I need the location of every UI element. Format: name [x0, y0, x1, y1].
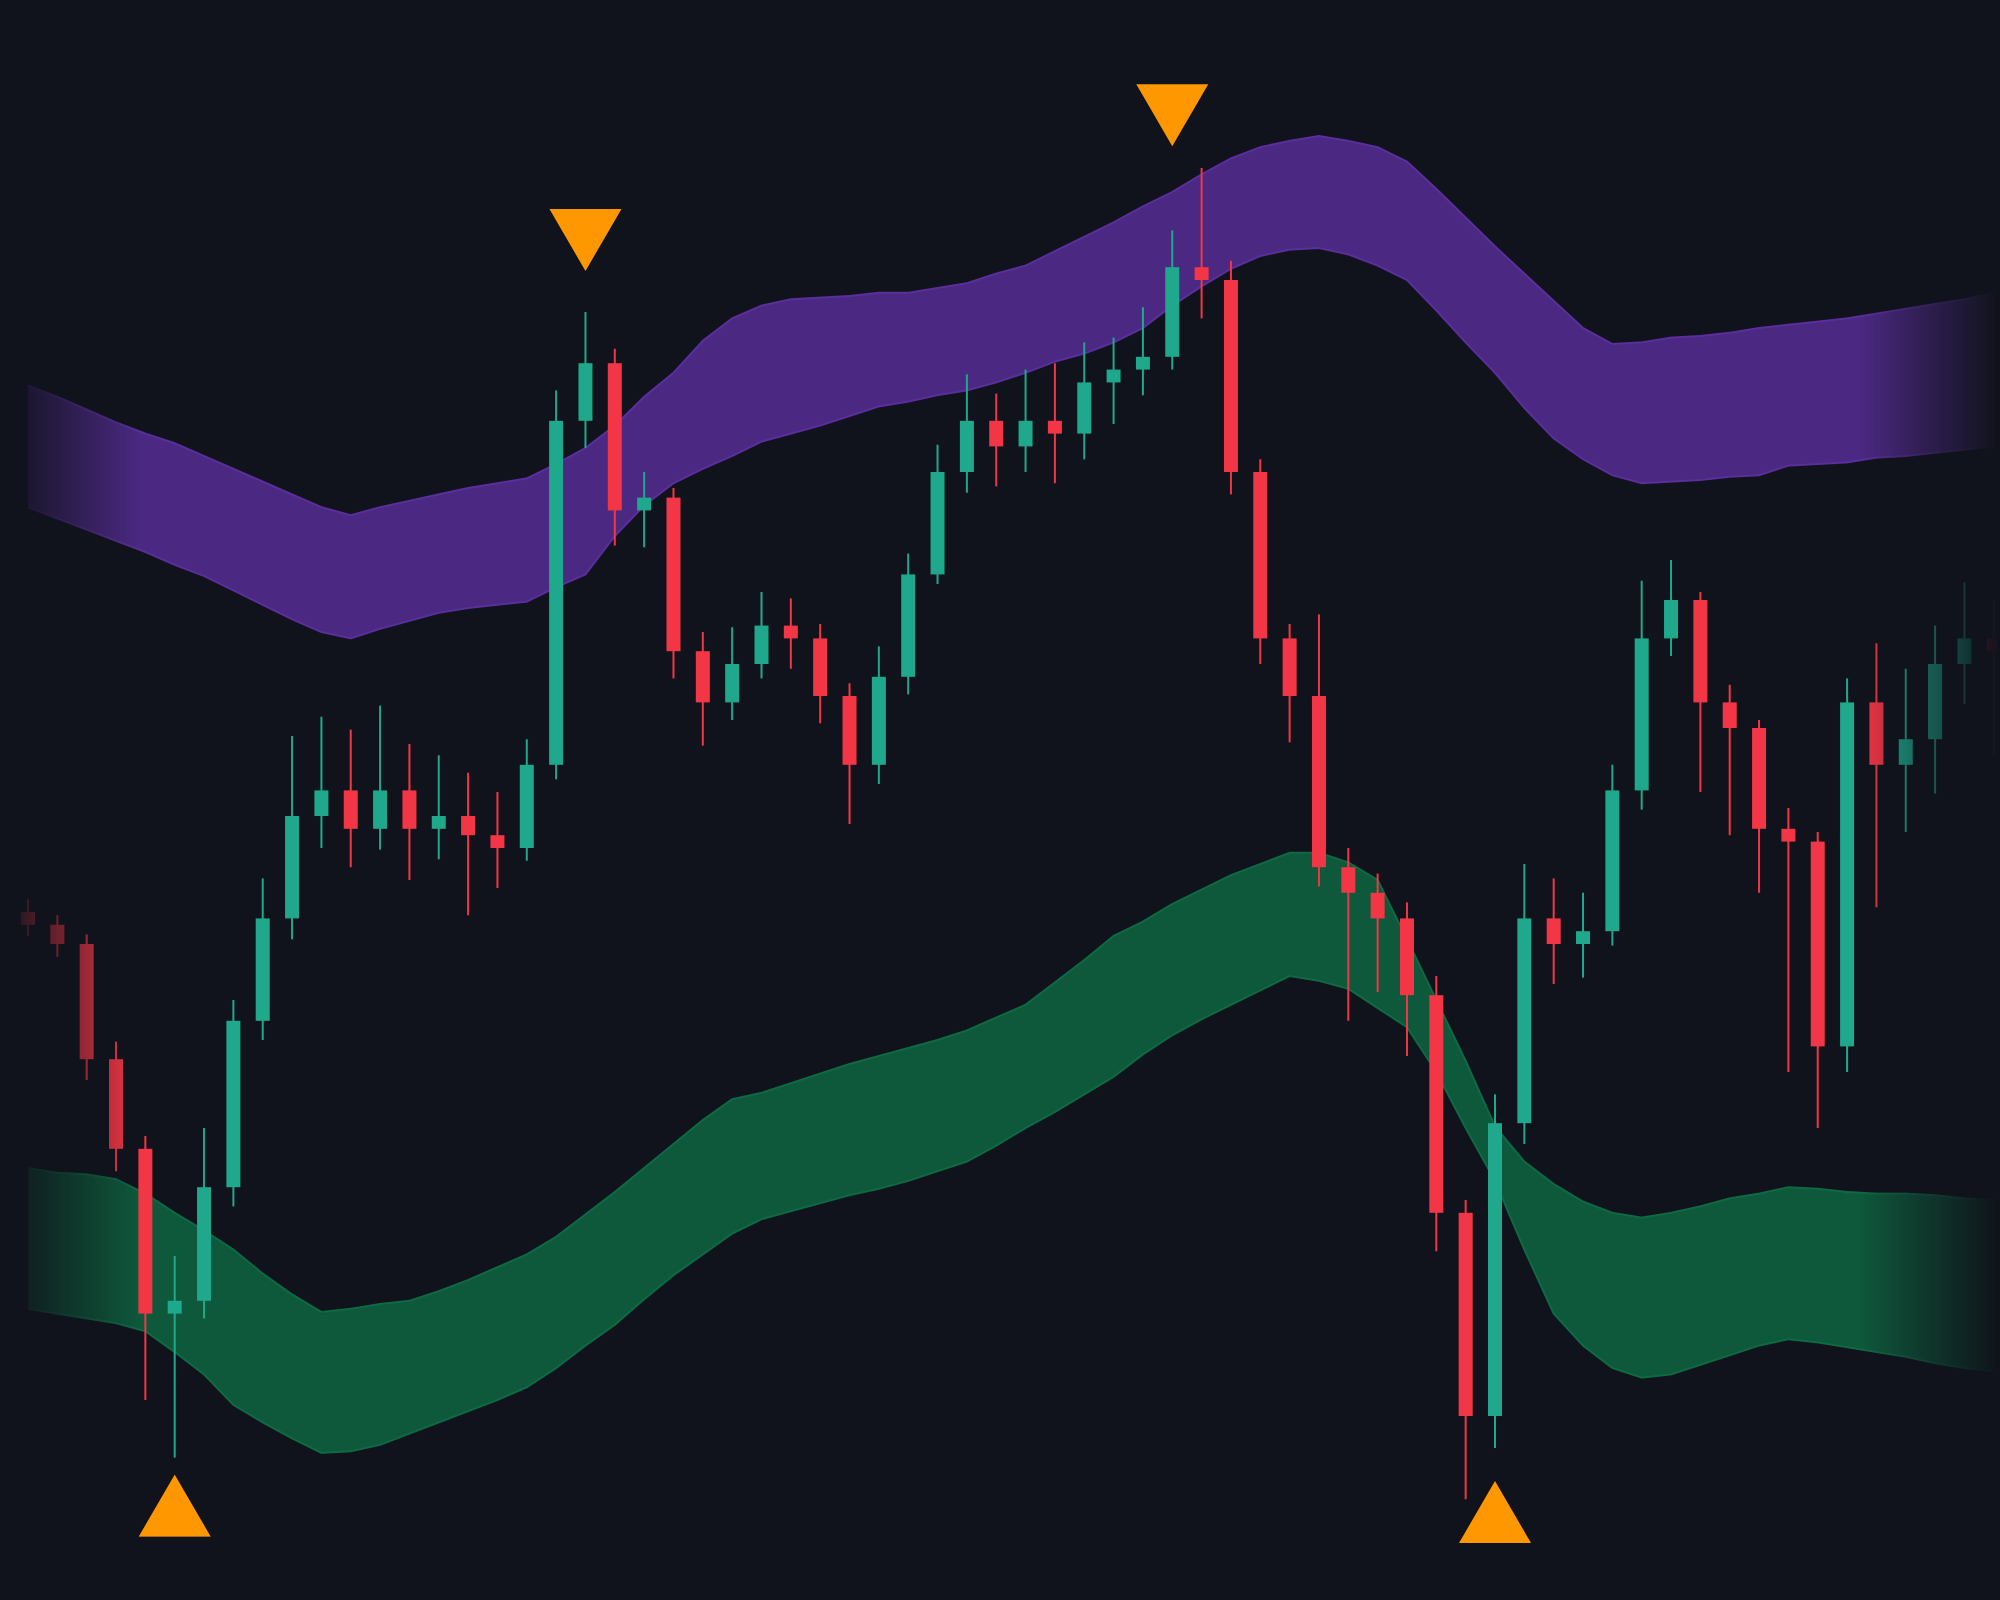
- candle-body: [255, 918, 270, 1021]
- candle-body: [197, 1187, 212, 1301]
- candle-body: [695, 651, 710, 703]
- candle-body: [725, 664, 740, 703]
- candle-body: [607, 363, 622, 511]
- candle-body: [1165, 267, 1180, 357]
- candle-body: [813, 638, 828, 696]
- candle-body: [1898, 739, 1913, 765]
- candle-body: [431, 816, 446, 829]
- candle-body: [1135, 356, 1150, 370]
- candle-body: [1722, 702, 1737, 728]
- signals: [138, 84, 1531, 1543]
- candle-body: [314, 790, 329, 816]
- sell-signal: [549, 209, 622, 271]
- candle-body: [1957, 638, 1972, 664]
- candle-body: [50, 924, 65, 944]
- buy-signal: [1459, 1481, 1531, 1543]
- candle-body: [1634, 638, 1649, 791]
- candle-body: [754, 625, 769, 664]
- candle-body: [959, 420, 974, 472]
- candle-body: [285, 816, 300, 919]
- candle-body: [1840, 702, 1855, 1047]
- candle-body: [1223, 280, 1238, 472]
- candle-body: [21, 912, 35, 925]
- candle-body: [226, 1020, 241, 1188]
- candle-body: [1605, 790, 1620, 932]
- candle-body: [79, 944, 94, 1060]
- candle-body: [1986, 638, 2000, 652]
- candle-body: [1399, 918, 1414, 996]
- candle-body: [1370, 892, 1385, 919]
- candle-body: [1106, 369, 1121, 383]
- candle-body: [930, 472, 945, 575]
- band-bottom-edge: [27, 246, 1994, 640]
- candle-body: [1752, 728, 1767, 829]
- candle-body: [1282, 638, 1297, 696]
- candle-body: [1311, 696, 1326, 868]
- band-top-edge: [27, 134, 1994, 517]
- plot-area: [21, 134, 2000, 1500]
- candle-body: [578, 363, 593, 421]
- candle-body: [1869, 702, 1884, 765]
- candle-body: [842, 696, 857, 765]
- candle-body: [1517, 918, 1532, 1124]
- candle-body: [1693, 600, 1708, 703]
- candle-body: [1488, 1123, 1502, 1416]
- candle-body: [1546, 918, 1561, 944]
- candle-body: [167, 1300, 182, 1314]
- band-bottom-edge: [27, 974, 1994, 1454]
- candle-body: [1928, 664, 1943, 740]
- candle-body: [783, 625, 798, 639]
- candle-body: [1810, 841, 1825, 1047]
- candle-body: [1018, 420, 1033, 447]
- candle-body: [549, 420, 564, 765]
- candle-body: [1253, 472, 1268, 639]
- candle-body: [1576, 931, 1591, 944]
- candle-body: [519, 764, 534, 848]
- candle-body: [109, 1059, 124, 1149]
- candle-body: [1664, 600, 1679, 639]
- sell-signal: [1136, 84, 1209, 147]
- candle-body: [637, 497, 652, 511]
- candle-body: [1458, 1212, 1473, 1416]
- candle-body: [871, 676, 886, 765]
- candle-body: [343, 790, 358, 829]
- band-fill: [28, 136, 1994, 639]
- candle-body: [901, 574, 916, 677]
- buy-signal: [138, 1474, 211, 1537]
- candle-body: [1429, 995, 1444, 1213]
- candle-body: [666, 497, 681, 652]
- candle-body: [1047, 420, 1062, 434]
- candle-body: [461, 816, 476, 836]
- band-fill: [28, 852, 1994, 1453]
- candle-body: [490, 835, 505, 848]
- candle-body: [402, 790, 417, 829]
- band-top-edge: [27, 851, 1994, 1314]
- candle-body: [1194, 267, 1209, 280]
- candle-body: [1077, 382, 1092, 434]
- candle-body: [989, 420, 1004, 447]
- candle-body: [138, 1148, 153, 1314]
- candle-body: [373, 790, 388, 829]
- candle-body: [1781, 828, 1796, 842]
- candle-body: [1341, 867, 1356, 893]
